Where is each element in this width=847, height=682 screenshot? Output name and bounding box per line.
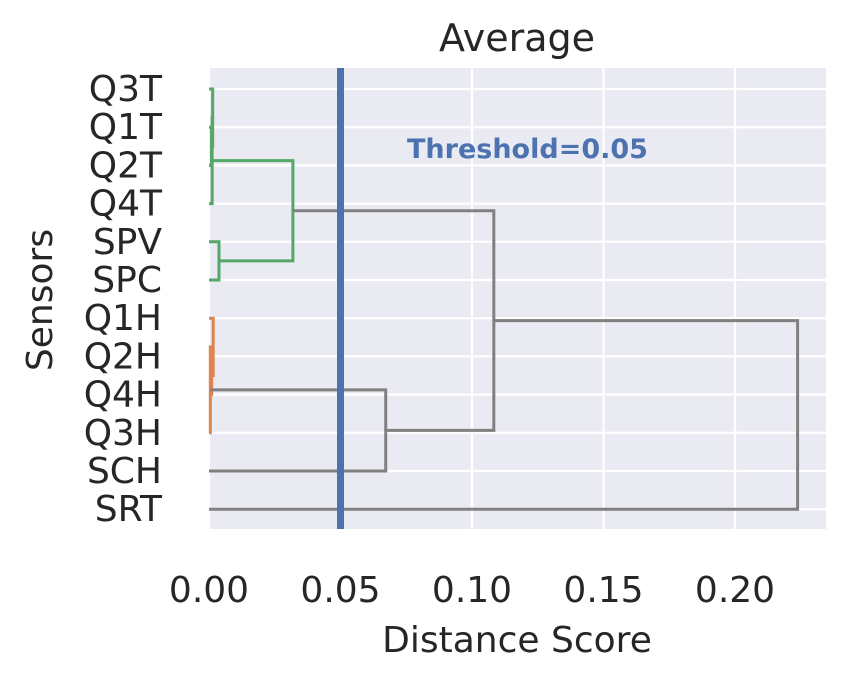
- x-axis-title: Distance Score: [382, 620, 652, 661]
- threshold-label: Threshold=0.05: [407, 134, 648, 165]
- x-tick-label: 0.10: [432, 570, 512, 611]
- x-tick-label: 0.00: [169, 570, 249, 611]
- dendrogram-links: [208, 87, 800, 511]
- plot-area: [208, 68, 826, 529]
- y-tick-label: Q4T: [89, 184, 163, 225]
- y-tick-label: Q2T: [89, 145, 163, 186]
- x-tick-labels: 0.00 0.05 0.10 0.15 0.20: [169, 570, 775, 611]
- x-tick-label: 0.20: [695, 570, 775, 611]
- y-tick-label: Q4H: [84, 375, 162, 416]
- y-tick-label: Q3H: [84, 413, 162, 454]
- y-tick-label: SRT: [95, 489, 163, 530]
- chart-title: Average: [439, 16, 595, 60]
- y-axis-title: Sensors: [20, 229, 61, 371]
- y-tick-label: Q2H: [84, 336, 162, 377]
- y-tick-label: SPC: [92, 260, 162, 301]
- y-tick-label: Q3T: [89, 69, 163, 110]
- y-tick-label: Q1T: [89, 107, 163, 148]
- y-tick-label: SPV: [93, 222, 163, 263]
- y-tick-label: SCH: [87, 451, 162, 492]
- y-tick-label: Q1H: [84, 298, 162, 339]
- x-tick-label: 0.05: [300, 570, 380, 611]
- dendrogram-link: [209, 319, 800, 511]
- x-tick-label: 0.15: [563, 570, 643, 611]
- grid-lines: [207, 68, 826, 529]
